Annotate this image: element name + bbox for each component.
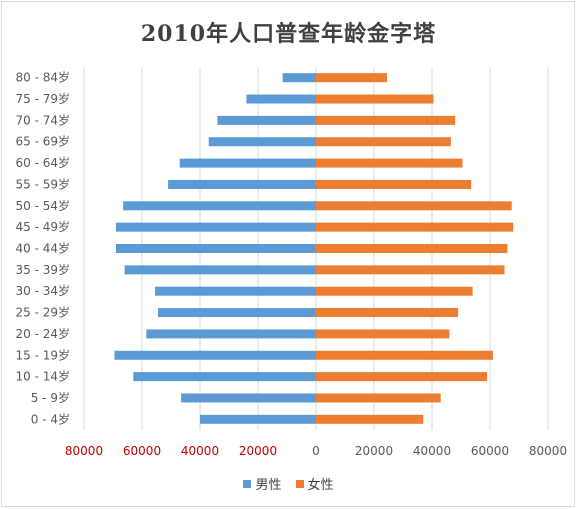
x-tick-label: 60000 [471, 444, 509, 458]
bar-male [246, 94, 316, 104]
x-tick-label: 40000 [181, 444, 219, 458]
bar-female [316, 350, 493, 360]
bar-male [217, 115, 316, 125]
bar-male [208, 137, 316, 147]
bar-female [316, 244, 508, 253]
bar-male [123, 201, 317, 211]
category-label: 15 - 19岁 [16, 347, 71, 362]
category-label: 25 - 29岁 [16, 305, 71, 320]
bar-female [316, 286, 473, 296]
chart-title: 2010年人口普查年龄金字塔 [140, 21, 437, 47]
x-tick-label: 60000 [123, 444, 161, 458]
bar-male [124, 265, 316, 275]
bar-male [157, 308, 316, 318]
bar-male [115, 244, 317, 253]
legend-item-female: 女性 [295, 474, 334, 493]
x-tick-label: 80000 [529, 444, 567, 458]
bar-male [146, 329, 316, 339]
category-label: 55 - 59岁 [16, 176, 71, 191]
bar-female [316, 201, 512, 211]
x-tick-label: 80000 [65, 444, 103, 458]
x-tick-label: 20000 [355, 444, 393, 458]
x-tick-label: 40000 [413, 444, 451, 458]
bar-female [316, 222, 514, 232]
bar-male [115, 222, 317, 232]
bar-female [316, 265, 505, 275]
category-label: 30 - 34岁 [16, 283, 71, 298]
category-label: 35 - 39岁 [16, 262, 71, 277]
bar-female [316, 414, 424, 424]
bar-male [282, 73, 316, 83]
category-label: 5 - 9岁 [31, 390, 70, 405]
category-label: 70 - 74岁 [16, 112, 71, 127]
bar-male [179, 158, 316, 168]
category-label: 50 - 54岁 [16, 198, 71, 213]
category-label: 0 - 4岁 [31, 411, 70, 426]
bar-male [133, 372, 316, 382]
category-label: 40 - 44岁 [16, 241, 71, 256]
bar-male [168, 179, 316, 189]
category-label: 65 - 69岁 [16, 134, 71, 149]
legend-label-female: 女性 [307, 478, 334, 493]
legend: 男性 女性 [0, 474, 577, 493]
bar-male [181, 393, 316, 403]
category-label: 60 - 64岁 [16, 155, 71, 170]
category-label: 45 - 49岁 [16, 219, 71, 234]
category-label: 10 - 14岁 [16, 369, 71, 384]
category-label: 20 - 24岁 [16, 326, 71, 341]
legend-item-male: 男性 [243, 474, 282, 493]
bar-female [316, 329, 450, 339]
bar-female [316, 179, 472, 189]
bar-female [316, 73, 388, 83]
legend-swatch-male [243, 479, 252, 488]
bar-female [316, 372, 488, 382]
legend-label-male: 男性 [255, 478, 282, 493]
category-label: 75 - 79岁 [16, 91, 71, 106]
bar-female [316, 308, 459, 318]
bar-male [114, 350, 316, 360]
bar-male [200, 414, 316, 424]
bar-female [316, 137, 451, 147]
category-label: 80 - 84岁 [16, 70, 71, 85]
bar-male [155, 286, 316, 296]
legend-swatch-female [295, 479, 304, 488]
bar-female [316, 393, 441, 403]
bar-female [316, 115, 456, 125]
bar-female [316, 158, 463, 168]
x-tick-label: 20000 [239, 444, 277, 458]
bar-female [316, 94, 434, 104]
x-tick-label: 0 [312, 444, 320, 458]
